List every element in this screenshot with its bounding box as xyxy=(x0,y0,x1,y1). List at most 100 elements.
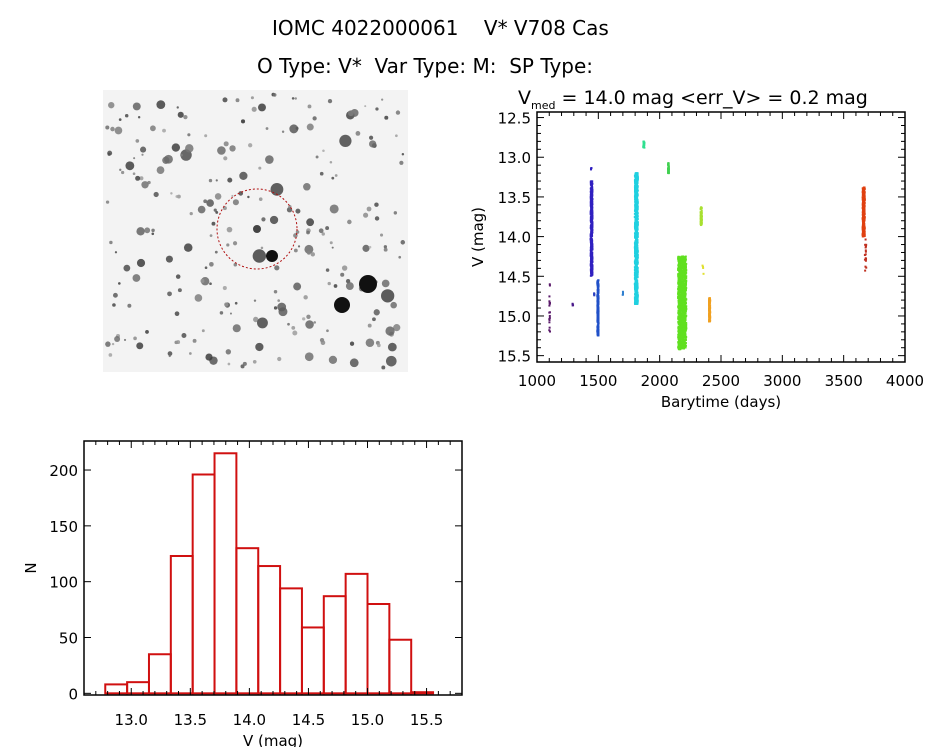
data-point xyxy=(862,218,865,221)
data-point xyxy=(680,331,683,334)
x-tick-label: 13.0 xyxy=(115,711,148,729)
x-tick-label: 15.0 xyxy=(351,711,384,729)
star xyxy=(125,161,135,171)
star xyxy=(111,342,115,346)
data-point xyxy=(591,243,594,246)
data-point xyxy=(865,257,868,260)
star xyxy=(108,101,115,109)
data-point xyxy=(682,287,685,290)
data-point xyxy=(863,212,866,215)
data-point xyxy=(864,249,867,252)
data-point xyxy=(685,277,688,280)
data-point xyxy=(708,309,711,312)
data-point xyxy=(684,299,687,302)
histogram-bar xyxy=(104,683,129,695)
data-point xyxy=(635,188,638,191)
data-point xyxy=(590,243,593,246)
data-point xyxy=(684,310,687,313)
data-point xyxy=(634,292,637,295)
data-point xyxy=(677,340,680,343)
data-point xyxy=(636,183,639,186)
data-point xyxy=(636,296,639,299)
data-point xyxy=(684,280,687,283)
data-point xyxy=(681,334,684,337)
data-point xyxy=(682,317,685,320)
star xyxy=(306,218,315,227)
data-point xyxy=(635,182,638,185)
star xyxy=(136,258,146,268)
star xyxy=(234,301,238,305)
star xyxy=(273,290,278,294)
data-point xyxy=(863,207,866,210)
star xyxy=(176,340,181,345)
star xyxy=(399,160,404,165)
data-point xyxy=(684,276,687,279)
data-point xyxy=(589,251,592,254)
data-point xyxy=(667,168,670,171)
data-point xyxy=(589,182,592,185)
star xyxy=(304,244,314,254)
star xyxy=(355,131,361,136)
star xyxy=(339,134,352,148)
data-point xyxy=(634,244,637,247)
star xyxy=(235,98,240,103)
data-point xyxy=(635,225,638,228)
star xyxy=(189,211,193,216)
y-tick-label: 14.0 xyxy=(498,229,531,247)
data-point xyxy=(677,256,680,259)
data-point xyxy=(636,299,639,302)
data-point xyxy=(681,311,684,314)
x-tick-label: 1500 xyxy=(579,372,617,390)
y-tick-label: 50 xyxy=(59,630,78,648)
data-point xyxy=(636,261,639,264)
data-point xyxy=(589,262,592,265)
star xyxy=(118,118,122,121)
star xyxy=(252,249,267,263)
data-point xyxy=(571,302,574,305)
star xyxy=(306,250,311,255)
star xyxy=(105,200,110,204)
star xyxy=(329,204,339,214)
data-point xyxy=(700,215,703,218)
data-point xyxy=(678,343,681,346)
star xyxy=(183,114,188,120)
star xyxy=(119,168,122,171)
data-point xyxy=(635,194,638,197)
data-point xyxy=(702,267,705,270)
star xyxy=(232,241,238,246)
x-tick-label: 3000 xyxy=(763,372,801,390)
data-point xyxy=(677,289,680,292)
star xyxy=(132,102,141,111)
data-point xyxy=(597,313,600,316)
y-axis-label: V (mag) xyxy=(469,207,487,267)
data-point xyxy=(701,264,704,267)
data-point xyxy=(708,312,711,315)
data-point xyxy=(677,330,680,333)
data-point xyxy=(596,299,599,302)
data-point xyxy=(679,336,682,339)
data-point xyxy=(679,282,682,285)
star xyxy=(108,353,113,357)
data-point xyxy=(634,218,637,221)
data-point xyxy=(589,180,592,183)
data-point xyxy=(590,210,593,213)
star xyxy=(381,365,386,370)
data-point xyxy=(684,305,687,308)
data-point xyxy=(685,323,688,326)
data-point xyxy=(684,300,687,303)
star xyxy=(162,128,166,133)
data-point xyxy=(680,307,683,310)
star xyxy=(211,221,216,226)
data-point xyxy=(679,298,682,301)
star xyxy=(362,244,370,252)
star xyxy=(145,330,149,334)
star xyxy=(260,246,264,250)
data-point xyxy=(683,309,686,312)
data-point xyxy=(708,320,711,323)
star xyxy=(175,195,179,198)
star xyxy=(380,289,395,303)
data-point xyxy=(597,301,600,304)
data-point xyxy=(548,311,551,314)
data-point xyxy=(636,217,639,220)
data-point xyxy=(680,347,683,350)
